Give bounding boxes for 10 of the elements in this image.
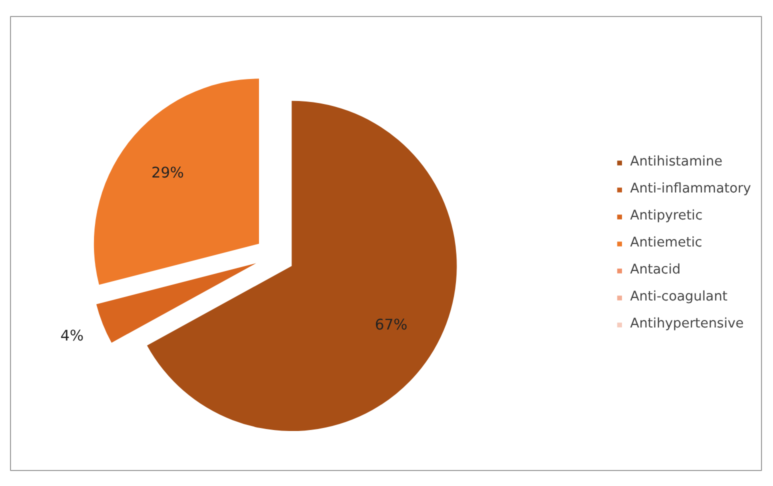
legend-label: Antihypertensive [630, 316, 744, 332]
legend-label: Antipyretic [630, 208, 703, 224]
legend-label: Antacid [630, 262, 681, 278]
data-label: 67% [374, 316, 408, 334]
legend-label: Antiemetic [630, 236, 702, 250]
data-label: 29% [151, 164, 184, 182]
legend-label: Anti-inflammatory [630, 182, 751, 196]
data-label: 4% [60, 328, 84, 345]
legend-label: Antihistamine [630, 154, 722, 170]
legend-label: Anti-coagulant [630, 290, 728, 304]
